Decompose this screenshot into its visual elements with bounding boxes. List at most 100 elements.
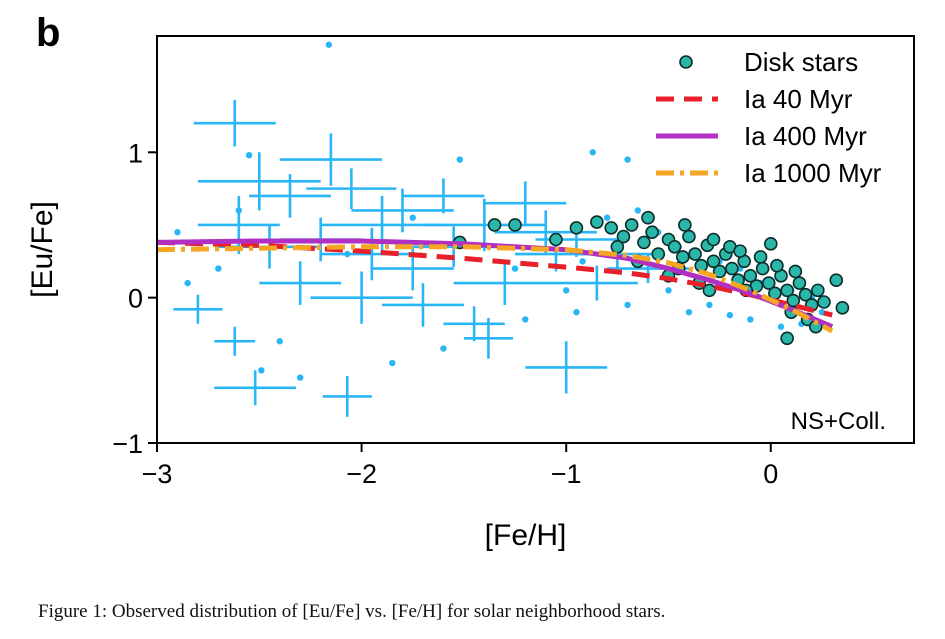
halo-point (562, 287, 570, 294)
legend-label: Ia 400 Myr (744, 121, 867, 151)
disk-star-point (811, 283, 825, 298)
axes-frame (156, 35, 915, 444)
halo-point (297, 374, 304, 381)
halo-point (511, 265, 519, 272)
disk-star-point (549, 232, 563, 247)
halo-errorbar (320, 227, 423, 281)
disk-star-point (610, 239, 625, 254)
y-tick-label: 1 (128, 138, 143, 168)
x-tick-label: −3 (142, 459, 173, 489)
curve-ia-1000-myr (157, 244, 834, 334)
disk-star-point (616, 229, 631, 244)
plot-area (157, 41, 850, 417)
halo-point (624, 301, 631, 309)
halo-errorbar (249, 174, 331, 218)
disk-star-point (682, 229, 696, 244)
disk-star-point (706, 232, 721, 247)
y-tick-label: −1 (112, 429, 143, 459)
halo-point (634, 207, 641, 214)
disk-star-point (645, 225, 659, 240)
x-tick-label: 0 (763, 459, 778, 489)
halo-errorbar (279, 133, 383, 186)
disk-star-point (641, 210, 655, 225)
disk-star-point (733, 244, 747, 258)
disk-star-point (761, 276, 776, 290)
disk-star-point (712, 264, 727, 279)
disk-star-point (755, 261, 770, 276)
halo-errorbar (310, 271, 413, 324)
halo-errorbar (322, 376, 372, 417)
disk-star-point (604, 221, 619, 235)
halo-point (258, 367, 265, 374)
halo-errorbar (193, 99, 276, 147)
halo-point (440, 345, 447, 352)
halo-point (603, 214, 611, 221)
disk-star-point (798, 287, 813, 302)
halo-point (685, 308, 693, 316)
halo-errorbar (525, 341, 608, 394)
halo-point (579, 258, 586, 265)
halo-errorbar (484, 181, 567, 225)
disk-star-point (651, 247, 666, 261)
disk-star-point (508, 218, 522, 232)
legend-label: Ia 40 Myr (744, 84, 853, 114)
legend: Disk stars Ia 40 Myr Ia 400 Myr Ia 1000 Myr (656, 47, 882, 188)
halo-errorbar (320, 195, 444, 255)
halo-point (184, 279, 191, 287)
halo-point (624, 156, 631, 163)
disk-star-point (487, 218, 502, 232)
halo-point (573, 308, 580, 316)
disk-star-point (590, 215, 604, 229)
figure-caption: Figure 1: Observed distribution of [Eu/F… (38, 601, 666, 622)
disk-star-point (676, 250, 690, 264)
disk-star-point (702, 283, 717, 298)
halo-point (747, 316, 754, 323)
panel-label: b (36, 11, 60, 55)
halo-errorbar (382, 283, 464, 327)
x-tick-label: −2 (346, 459, 377, 489)
halo-point (409, 214, 416, 221)
halo-errorbar (259, 261, 342, 305)
disk-star-point (637, 235, 651, 250)
model-annotation: NS+Coll. (791, 408, 886, 435)
disk-star-point (725, 261, 739, 276)
disk-star-point (780, 283, 794, 298)
disk-star-point (788, 264, 803, 279)
disk-star-point (678, 218, 692, 232)
halo-point (665, 287, 672, 294)
halo-errorbar (306, 168, 397, 209)
disk-star-point (624, 218, 639, 232)
disk-star-point (667, 239, 682, 254)
halo-errorbar (443, 306, 505, 342)
halo-point (706, 301, 713, 309)
halo-errorbar (463, 317, 513, 359)
halo-point (174, 229, 181, 236)
disk-star-point (743, 269, 758, 283)
halo-point (726, 311, 734, 319)
disk-star-point (688, 247, 702, 261)
halo-point (325, 41, 333, 48)
disk-star-point (753, 250, 768, 264)
halo-point (235, 207, 243, 214)
disk-star-point (780, 331, 794, 346)
halo-point (777, 323, 785, 330)
halo-point (245, 151, 253, 159)
halo-point (456, 156, 463, 163)
y-axis-label: [Eu/Fe] (26, 201, 59, 298)
disk-star-point (763, 237, 778, 251)
halo-point (215, 265, 222, 272)
disk-star-point (770, 258, 784, 273)
disk-star-point (706, 254, 721, 269)
halo-point (276, 338, 283, 345)
x-tick-label: −1 (551, 459, 582, 489)
chart: b −3 −2 −1 0 −1 0 1 [Fe/H] [Eu/Fe] Disk stars Ia 4… (26, 11, 915, 552)
halo-errorbar (214, 370, 297, 406)
legend-marker-disk-stars (679, 55, 693, 69)
halo-errorbar (197, 195, 280, 255)
halo-point (522, 316, 529, 323)
legend-label: Disk stars (744, 47, 858, 77)
halo-errorbar (402, 178, 485, 214)
halo-errorbar (173, 294, 223, 324)
halo-errorbar (555, 265, 638, 301)
